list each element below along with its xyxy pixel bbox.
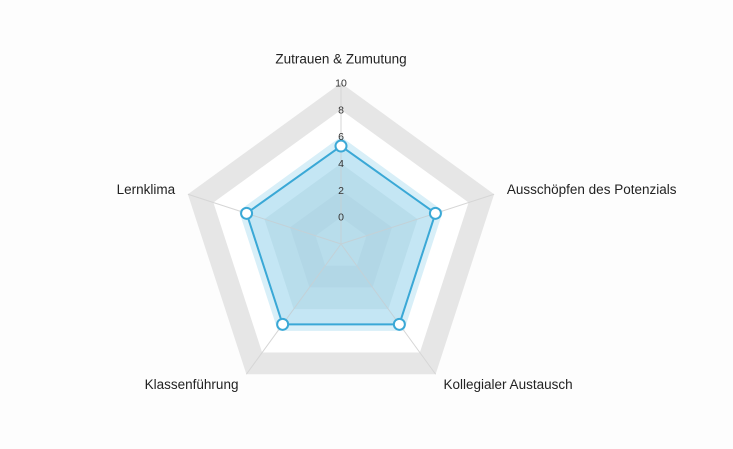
series-line bbox=[245, 145, 437, 326]
data-point-3[interactable] bbox=[276, 317, 290, 331]
tick-labels: 0 2 4 6 8 10 bbox=[335, 78, 347, 224]
axis-label-3: Klassenführung bbox=[145, 377, 239, 392]
radial-gridlines bbox=[187, 83, 495, 375]
data-point-1[interactable] bbox=[428, 206, 442, 220]
tick-label-0: 0 bbox=[338, 212, 344, 224]
tick-label-4: 4 bbox=[338, 158, 344, 170]
tick-label-10: 10 bbox=[335, 78, 347, 90]
axis-label-0: Zutrauen & Zumutung bbox=[275, 52, 406, 67]
spoke-2 bbox=[340, 243, 437, 375]
data-point-4[interactable] bbox=[240, 206, 254, 220]
axis-label-4: Lernklima bbox=[117, 182, 176, 197]
tick-label-8: 8 bbox=[338, 104, 344, 116]
tick-label-2: 2 bbox=[338, 185, 344, 197]
axis-labels: Zutrauen & Zumutung Ausschöpfen des Poten… bbox=[117, 52, 677, 393]
series-area bbox=[246, 146, 436, 325]
spoke-4 bbox=[187, 193, 342, 245]
axis-label-2: Kollegialer Austausch bbox=[444, 377, 573, 392]
spoke-1 bbox=[340, 193, 495, 245]
axis-label-1: Ausschöpfen des Potenzials bbox=[507, 182, 677, 197]
series-layer bbox=[240, 139, 442, 331]
data-point-0[interactable] bbox=[334, 139, 348, 153]
spoke-3 bbox=[245, 243, 342, 375]
data-point-2[interactable] bbox=[392, 317, 406, 331]
tick-label-6: 6 bbox=[338, 131, 344, 143]
